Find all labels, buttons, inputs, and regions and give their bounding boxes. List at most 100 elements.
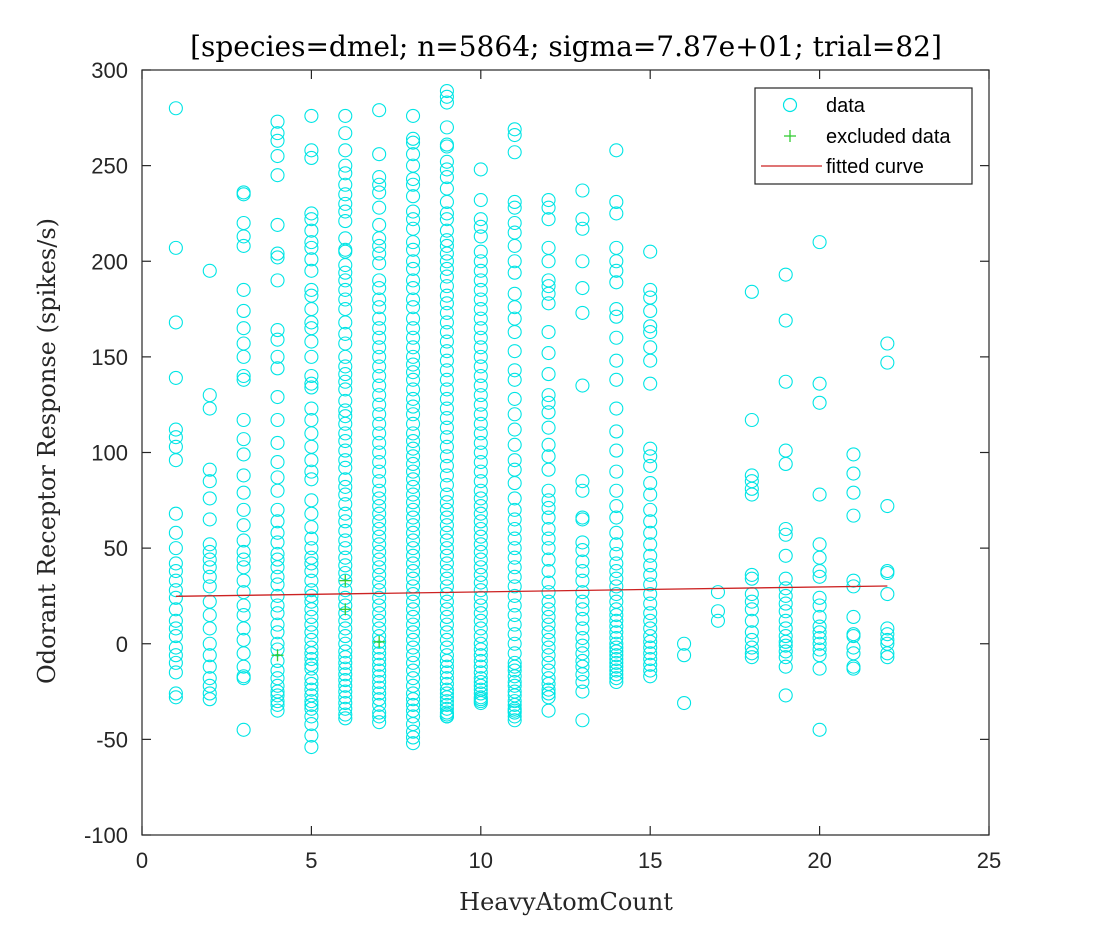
- data-point: [372, 715, 387, 730]
- data-point: [270, 168, 285, 183]
- data-point: [372, 321, 387, 336]
- data-point: [304, 150, 319, 166]
- data-point: [405, 709, 421, 724]
- data-point: [439, 212, 454, 227]
- data-point: [778, 571, 793, 586]
- data-point: [541, 388, 556, 403]
- excluded-point: [339, 574, 352, 587]
- data-point: [541, 395, 556, 410]
- data-point: [372, 560, 387, 575]
- data-point: [439, 439, 454, 454]
- data-point: [643, 282, 658, 297]
- data-point: [439, 665, 454, 680]
- data-point: [405, 261, 421, 276]
- data-point: [304, 520, 319, 535]
- data-point: [473, 636, 488, 651]
- data-point: [541, 682, 556, 697]
- data-point: [609, 564, 624, 579]
- data-point: [643, 558, 658, 573]
- data-point: [609, 401, 624, 416]
- data-point: [473, 659, 488, 674]
- data-point: [372, 709, 387, 724]
- data-point: [677, 636, 692, 651]
- data-point: [270, 114, 285, 129]
- data-point: [236, 502, 251, 517]
- data-point: [439, 653, 454, 669]
- data-point: [609, 263, 624, 278]
- data-point: [270, 688, 285, 703]
- data-point: [439, 518, 454, 533]
- data-point: [575, 713, 590, 728]
- data-point: [270, 455, 285, 470]
- data-point: [304, 143, 319, 158]
- data-point: [372, 200, 387, 215]
- data-point: [338, 690, 353, 705]
- data-point: [439, 269, 454, 284]
- data-point: [880, 565, 895, 581]
- data-point: [405, 235, 421, 250]
- data-point: [439, 89, 454, 104]
- data-point: [439, 556, 454, 571]
- data-point: [643, 586, 658, 602]
- data-point: [304, 739, 319, 755]
- data-point: [609, 353, 624, 368]
- data-point: [609, 275, 624, 290]
- data-point: [439, 502, 454, 517]
- data-point: [236, 552, 251, 567]
- data-point: [677, 648, 692, 663]
- data-point: [236, 621, 251, 636]
- data-point: [405, 556, 421, 571]
- data-point: [541, 686, 556, 701]
- data-point: [609, 579, 624, 594]
- data-point: [304, 541, 319, 556]
- data-point: [643, 646, 658, 661]
- data-point: [338, 523, 353, 538]
- data-point: [202, 579, 217, 594]
- data-point: [338, 487, 353, 502]
- data-point: [880, 650, 895, 665]
- data-point: [609, 636, 624, 651]
- data-point: [270, 617, 285, 632]
- data-point: [372, 613, 387, 628]
- data-point: [372, 311, 387, 326]
- data-point: [338, 433, 353, 449]
- data-point: [609, 443, 624, 458]
- data-point: [643, 577, 658, 592]
- data-point: [372, 606, 387, 621]
- data-point: [372, 388, 387, 403]
- data-point: [439, 690, 454, 705]
- data-point: [338, 158, 353, 173]
- data-point: [202, 648, 217, 663]
- data-point: [609, 613, 624, 628]
- data-point: [304, 453, 319, 468]
- data-point: [609, 302, 624, 317]
- data-point: [439, 594, 454, 609]
- data-point: [609, 640, 624, 655]
- data-point: [575, 221, 590, 236]
- data-point: [643, 537, 658, 552]
- x-axis-label: HeavyAtomCount: [459, 888, 673, 916]
- data-point: [541, 324, 556, 340]
- data-point: [439, 697, 454, 713]
- data-point: [575, 535, 590, 550]
- data-point: [812, 609, 827, 625]
- data-point: [609, 483, 624, 498]
- data-point: [439, 324, 454, 340]
- data-point: [507, 659, 522, 674]
- legend-label-excluded: excluded data: [826, 126, 951, 148]
- data-point: [338, 367, 353, 382]
- data-point: [507, 491, 522, 506]
- data-point: [372, 238, 387, 253]
- data-point: [236, 533, 251, 548]
- data-point: [439, 139, 454, 154]
- data-point: [507, 194, 522, 210]
- data-point: [439, 238, 454, 253]
- data-point: [439, 495, 454, 510]
- data-point: [473, 244, 488, 259]
- data-point: [372, 397, 387, 412]
- data-point: [778, 629, 793, 644]
- data-point: [338, 550, 353, 565]
- data-point: [439, 525, 454, 540]
- data-point: [338, 684, 353, 699]
- data-point: [643, 458, 658, 473]
